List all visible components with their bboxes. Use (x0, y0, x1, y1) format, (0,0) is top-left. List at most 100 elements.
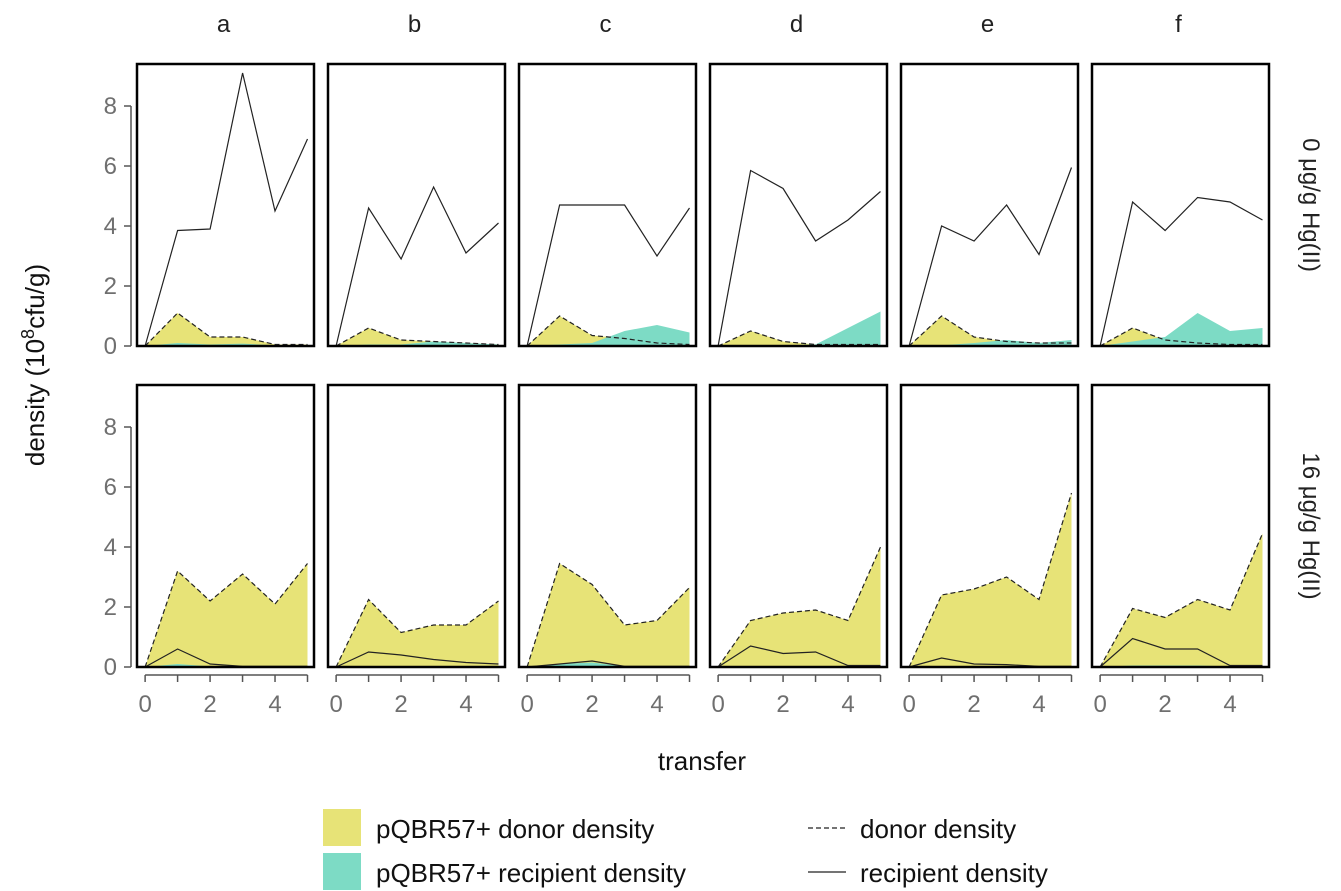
x-axis-a: 0 2 4 (138, 674, 309, 718)
x-tick-label: 4 (268, 691, 281, 718)
x-axis-d: 0 2 4 (711, 674, 882, 718)
recipient-density-line (144, 72, 309, 347)
recipient-density-line (335, 651, 499, 668)
donor-fill-area (718, 331, 881, 346)
donor-fill-area (527, 316, 690, 346)
x-axis-c: 0 2 4 (520, 674, 691, 718)
panel-f-row-1 (1090, 62, 1271, 348)
panel-e-row-1 (899, 62, 1080, 348)
x-tick-label: 0 (711, 691, 724, 718)
row-label-2: 16 μg/g Hg(II) (1297, 452, 1324, 599)
x-axis-f: 0 2 4 (1093, 674, 1264, 718)
x-axis-title: transfer (658, 746, 746, 776)
panel-e-row-2 (899, 383, 1080, 669)
recipient-density-line (717, 645, 881, 668)
x-tick-label: 2 (585, 691, 598, 718)
column-label-a: a (217, 11, 231, 38)
x-tick-label: 4 (459, 691, 472, 718)
column-label-f: f (1175, 11, 1182, 38)
x-tick-label: 2 (394, 691, 407, 718)
recipient-density-line (717, 169, 881, 347)
x-tick-label: 2 (203, 691, 216, 718)
y-axis-title-suffix: cfu/g) (20, 264, 50, 329)
panel-b-row-1 (326, 62, 507, 348)
panel-frame (708, 383, 889, 669)
donor-density-line (1099, 327, 1263, 347)
recipient-fill-area (527, 325, 690, 346)
legend-label-recipient-fill: pQBR57+ recipient density (376, 858, 686, 888)
donor-fill-area (909, 493, 1072, 667)
legend-label-donor-fill: pQBR57+ donor density (376, 814, 654, 844)
donor-fill-area (145, 313, 308, 346)
donor-fill-area (336, 328, 499, 346)
x-tick-label: 2 (1158, 691, 1171, 718)
y-tick-label: 6 (104, 153, 117, 180)
donor-fill-area (145, 563, 308, 667)
panel-frame (135, 383, 316, 669)
x-axis-e: 0 2 4 (902, 674, 1073, 718)
x-tick-label: 0 (902, 691, 915, 718)
recipient-fill-area (1100, 313, 1263, 346)
column-label-d: d (790, 11, 803, 38)
donor-density-line (144, 563, 308, 668)
x-tick-label: 4 (650, 691, 663, 718)
panel-frame (899, 383, 1080, 669)
y-axis-title: density (108cfu/g) (18, 264, 50, 466)
column-label-c: c (600, 11, 612, 38)
x-tick-label: 0 (520, 691, 533, 718)
y-tick-label: 4 (104, 534, 117, 561)
legend-swatch-recipient-fill (323, 853, 361, 890)
y-tick-label: 8 (104, 414, 117, 441)
panel-frame (1090, 383, 1271, 669)
donor-density-line (526, 562, 690, 668)
recipient-density-line (1099, 196, 1263, 347)
y-tick-label: 0 (104, 654, 117, 681)
panel-c-row-1 (517, 62, 698, 348)
panel-frame (326, 383, 507, 669)
x-axis-b: 0 2 4 (329, 674, 500, 718)
donor-density-line (717, 330, 881, 347)
recipient-density-line (526, 204, 690, 347)
y-tick-label: 4 (104, 213, 117, 240)
panel-frame (326, 62, 507, 348)
panel-c-row-2 (517, 383, 698, 669)
panel-d-row-2 (708, 383, 889, 669)
y-tick-label: 2 (104, 273, 117, 300)
panel-frame (517, 383, 698, 669)
row-label-1: 0 μg/g Hg(II) (1297, 138, 1324, 272)
x-tick-label: 4 (1032, 691, 1045, 718)
donor-fill-area (336, 599, 499, 667)
y-tick-label: 6 (104, 474, 117, 501)
donor-density-line (1099, 533, 1264, 668)
y-axis-title-exponent: 8 (18, 329, 38, 339)
recipient-fill-area (909, 340, 1072, 346)
y-axis-title-prefix: density (10 (20, 339, 50, 466)
donor-fill-area (527, 563, 690, 667)
recipient-density-line (1099, 637, 1263, 668)
y-axis-row-1: 0 2 4 6 8 (104, 93, 132, 360)
donor-fill-area (1100, 533, 1263, 667)
recipient-fill-area (718, 311, 881, 346)
panel-frame (708, 62, 889, 348)
axes-layer: a b c d e f 0 μg/g Hg(II) 16 μg/g Hg(II) 0 2 4 6 8 0 2… (104, 11, 1324, 718)
x-tick-label: 2 (967, 691, 980, 718)
y-tick-label: 0 (104, 333, 117, 360)
donor-density-line (908, 315, 1072, 347)
y-tick-label: 2 (104, 594, 117, 621)
x-tick-label: 0 (1093, 691, 1106, 718)
column-label-b: b (408, 11, 421, 38)
panel-d-row-1 (708, 62, 889, 348)
x-tick-label: 4 (841, 691, 854, 718)
panel-frame (899, 62, 1080, 348)
panels-layer (135, 62, 1271, 669)
panel-f-row-2 (1090, 383, 1271, 669)
donor-density-line (717, 546, 882, 668)
legend-swatch-donor-fill (323, 809, 361, 846)
y-axis-row-2: 0 2 4 6 8 (104, 414, 132, 681)
recipient-density-line (335, 185, 499, 347)
donor-fill-area (718, 547, 881, 667)
donor-fill-area (909, 316, 1072, 346)
x-tick-label: 0 (329, 691, 342, 718)
donor-density-line (908, 492, 1073, 668)
